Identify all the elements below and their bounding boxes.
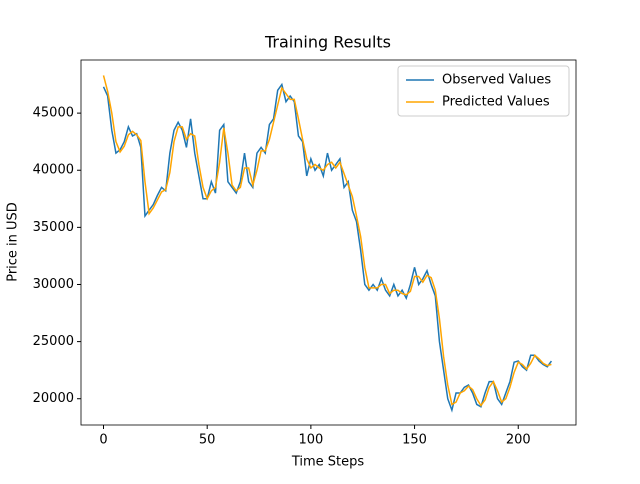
series-line (102, 75, 552, 407)
x-axis-label: Time Steps (291, 455, 365, 470)
series-line (102, 82, 553, 413)
x-tick-label: 50 (199, 433, 216, 448)
x-tick-label: 200 (506, 433, 531, 448)
legend-label: Predicted Values (442, 95, 550, 110)
y-tick-label: 40000 (33, 163, 74, 178)
y-tick-label: 35000 (33, 220, 74, 235)
chart-title: Training Results (264, 33, 391, 52)
y-tick-label: 25000 (33, 334, 74, 349)
y-axis-label: Price in USD (6, 202, 21, 282)
x-tick-label: 100 (298, 433, 323, 448)
legend-label: Observed Values (442, 73, 551, 88)
y-tick-label: 30000 (33, 277, 74, 292)
x-tick-label: 0 (99, 433, 107, 448)
x-tick-label: 150 (402, 433, 427, 448)
y-tick-label: 20000 (33, 391, 74, 406)
y-tick-label: 45000 (33, 106, 74, 121)
plot-frame (80, 59, 577, 426)
legend-box (397, 65, 570, 117)
